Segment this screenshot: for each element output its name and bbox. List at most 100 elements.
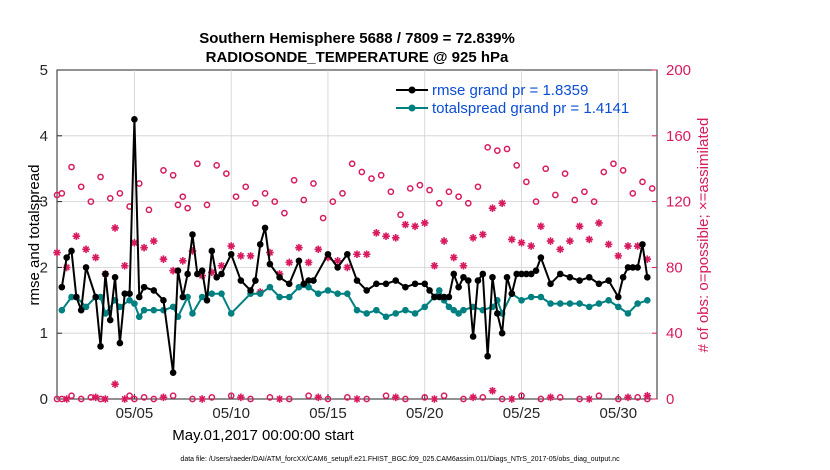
rmse-point (194, 270, 201, 278)
rmse-point (498, 329, 506, 337)
obs-assimilated-marker (479, 230, 487, 239)
obs-assimilated-marker (62, 395, 71, 403)
totalspread-point (68, 293, 75, 301)
obs-possible-marker (126, 392, 133, 400)
rmse-point (392, 277, 400, 284)
totalspread-point (208, 290, 216, 298)
obs-assimilated-marker (188, 247, 197, 255)
rmse-point (150, 287, 158, 294)
totalspread-point (266, 283, 274, 291)
obs-possible-marker (300, 196, 308, 204)
obs-assimilated-marker (488, 204, 497, 212)
obs-possible-marker (542, 165, 550, 173)
obs-assimilated-marker (314, 393, 323, 402)
obs-possible-marker (402, 395, 409, 403)
rmse-point (629, 264, 637, 271)
obs-possible-marker (460, 395, 467, 403)
rmse-point (174, 267, 182, 274)
obs-possible-marker (329, 198, 337, 205)
obs-assimilated-marker (217, 261, 226, 270)
rmse-point (523, 270, 530, 278)
footnote: data file: /Users/raeder/DAI/ATM_forcXX/… (180, 456, 620, 463)
rmse-point (363, 287, 370, 294)
rmse-point (639, 241, 646, 248)
obs-possible-marker (106, 194, 114, 202)
obs-assimilated-marker (208, 268, 216, 277)
obs-possible-marker (179, 193, 187, 201)
obs-possible-marker (232, 193, 240, 201)
totalspread-point (353, 306, 361, 314)
obs-possible-marker (397, 211, 404, 219)
grid (57, 70, 657, 399)
obs-assimilated-marker (372, 229, 381, 237)
obs-possible-marker (421, 394, 429, 401)
obs-assimilated-marker (353, 395, 361, 403)
obs-possible-marker (479, 394, 487, 401)
obs-possible-marker (464, 199, 472, 207)
rmse-point (334, 264, 341, 271)
obs-possible-marker (576, 395, 583, 403)
obs-assimilated-marker (246, 252, 255, 260)
rmse-point (82, 264, 90, 271)
totalspread-point (82, 303, 90, 311)
legend-rmse-marker (408, 86, 416, 94)
obs-assimilated-marker (517, 238, 526, 247)
obs-assimilated-marker (575, 222, 584, 231)
rmse-point (121, 290, 129, 298)
totalspread-point (58, 306, 66, 314)
obs-possible-marker (131, 395, 138, 403)
rmse-point (556, 270, 564, 278)
totalspread-point (256, 290, 264, 298)
rmse-point (261, 224, 269, 232)
rmse-point (460, 273, 467, 281)
rmse-point (527, 270, 535, 278)
y-tick-label-right: 120 (666, 194, 691, 211)
totalspread-point (184, 293, 191, 301)
rmse-point (97, 343, 104, 350)
rmse-point (479, 270, 487, 278)
totalspread-point (295, 283, 303, 291)
obs-assimilated-marker (382, 232, 390, 240)
obs-assimilated-marker (111, 380, 119, 388)
x-axis-label: May.01,2017 00:00:00 start (172, 427, 354, 444)
totalspread-point (644, 297, 651, 304)
rmse-point (116, 339, 124, 347)
obs-possible-marker (68, 392, 75, 400)
obs-possible-marker (445, 188, 453, 196)
obs-possible-marker (160, 166, 167, 174)
data-series (53, 116, 656, 403)
obs-assimilated-marker (101, 395, 110, 403)
rmse-point (160, 297, 167, 304)
obs-possible-marker (266, 394, 274, 401)
totalspread-point (363, 310, 370, 317)
rmse-point (203, 297, 211, 304)
obs-possible-marker (639, 178, 646, 186)
obs-assimilated-marker (401, 220, 410, 229)
obs-possible-marker (271, 198, 279, 205)
rmse-point (382, 280, 390, 288)
obs-assimilated-marker (72, 232, 81, 240)
rmse-point (102, 270, 109, 278)
totalspread-point (314, 290, 322, 298)
rmse-point (285, 280, 293, 288)
x-tick-label: 05/30 (600, 405, 638, 422)
rmse-point (237, 277, 245, 284)
rmse-point (585, 273, 593, 281)
obs-assimilated-marker (527, 242, 535, 250)
rmse-point (445, 293, 453, 301)
obs-assimilated-marker (120, 261, 129, 270)
obs-assimilated-marker (411, 222, 419, 231)
obs-assimilated-marker (314, 245, 323, 254)
rmse-point (484, 352, 491, 360)
obs-possible-marker (252, 199, 259, 207)
obs-assimilated-marker (343, 263, 352, 272)
obs-assimilated-marker (237, 393, 245, 402)
rmse-point (63, 254, 70, 261)
rmse-point (373, 280, 380, 288)
obs-possible-marker (571, 196, 579, 204)
y-tick-label-left: 5 (40, 62, 48, 79)
obs-assimilated-marker (546, 393, 555, 402)
obs-possible-marker (116, 190, 124, 197)
rmse-point (300, 280, 308, 288)
rmse-point (276, 273, 283, 281)
